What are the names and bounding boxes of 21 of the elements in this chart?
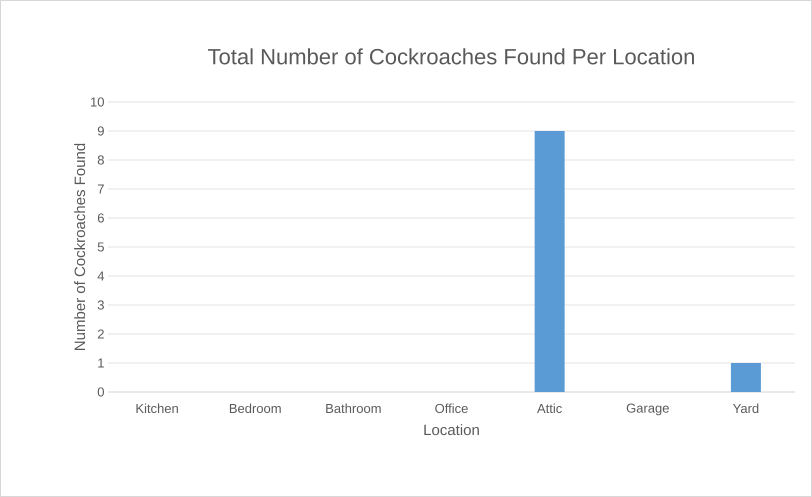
y-tick-label: 6	[98, 213, 104, 223]
y-tick-label: 2	[98, 329, 104, 339]
x-tick-label: Kitchen	[136, 404, 178, 414]
y-tick-label: 7	[98, 184, 104, 194]
y-tick-label: 0	[98, 387, 104, 397]
y-tick-label: 10	[91, 97, 104, 107]
x-tick-label: Yard	[732, 404, 758, 414]
x-axis-title: Location	[424, 424, 479, 436]
y-tick-label: 5	[98, 242, 104, 252]
y-tick-label: 9	[98, 126, 104, 136]
y-tick-label: 4	[98, 272, 104, 280]
x-tick-label: Bedroom	[230, 404, 281, 414]
y-tick-label: 8	[98, 155, 104, 165]
x-tick-label: Garage	[626, 404, 669, 416]
x-tick-label: Office	[435, 404, 468, 414]
chart-title: Total Number of Cockroaches Found Per Location	[208, 48, 694, 64]
x-tick-label: Bathroom	[326, 404, 381, 414]
y-axis-title: Number of Cockroaches Found	[74, 144, 86, 350]
x-tick-label: Attic	[537, 404, 562, 414]
y-tick-label: 1	[98, 358, 104, 368]
y-tick-label: 3	[98, 300, 104, 310]
